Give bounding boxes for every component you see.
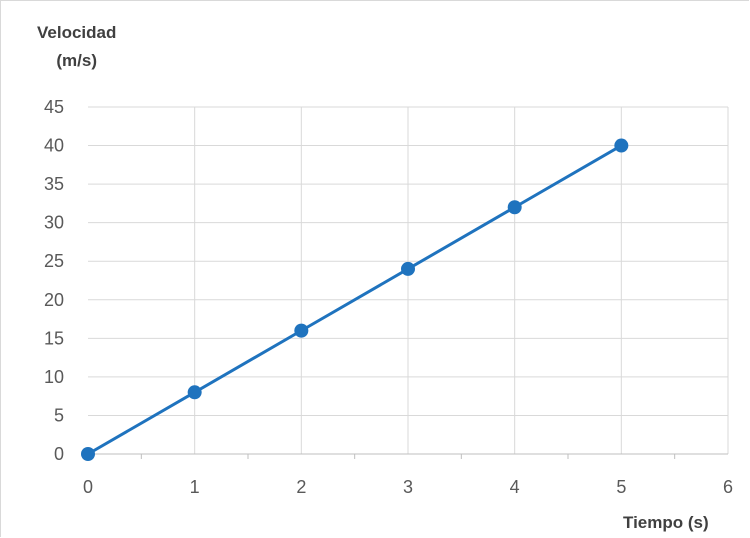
x-axis-label: Tiempo (s) xyxy=(623,513,709,532)
y-tick-label: 45 xyxy=(44,97,64,117)
x-tick-label: 4 xyxy=(510,477,520,497)
y-tick-label: 20 xyxy=(44,290,64,310)
x-tick-label: 3 xyxy=(403,477,413,497)
data-point xyxy=(401,261,415,276)
x-tick-label: 6 xyxy=(723,477,733,497)
y-tick-label: 0 xyxy=(54,444,64,464)
y-tick-label: 35 xyxy=(44,174,64,194)
y-axis-label-line-2: (m/s) xyxy=(56,51,97,70)
data-point xyxy=(81,447,95,461)
data-point xyxy=(294,323,309,338)
y-tick-label: 40 xyxy=(44,136,64,156)
x-tick-label: 1 xyxy=(190,477,200,497)
y-tick-label: 15 xyxy=(44,328,64,348)
data-point xyxy=(187,385,202,400)
y-tick-label: 25 xyxy=(44,251,64,271)
y-tick-label: 5 xyxy=(54,405,64,425)
x-tick-label: 2 xyxy=(296,477,306,497)
data-point xyxy=(507,200,522,215)
x-tick-label: 0 xyxy=(83,477,93,497)
y-tick-label: 30 xyxy=(44,213,64,233)
y-axis-label-line-1: Velocidad xyxy=(37,23,117,42)
y-tick-label: 10 xyxy=(44,367,64,387)
y-axis-label: Velocidad (m/s) xyxy=(37,19,116,75)
x-tick-label: 5 xyxy=(616,477,626,497)
data-point xyxy=(614,138,629,153)
series-line xyxy=(87,144,623,456)
